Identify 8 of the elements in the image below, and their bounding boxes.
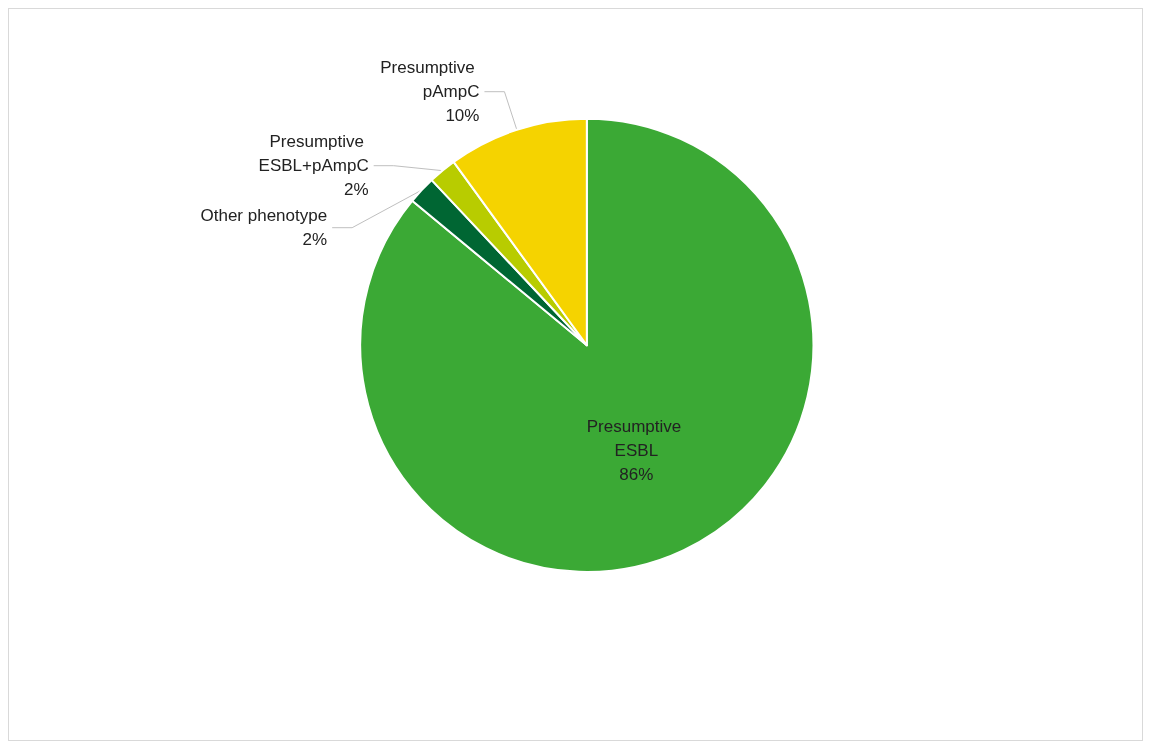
data-label: 2% [344, 180, 369, 200]
slice-label: Presumptive pAmpC [380, 58, 480, 102]
slice-label: Other phenotype [200, 206, 328, 226]
data-label: 86% [619, 465, 654, 484]
data-label: 10% [445, 106, 480, 126]
data-label: 2% [302, 230, 328, 250]
slice-label: Presumptive ESBL [586, 417, 686, 460]
slice-label: Presumptive ESBL+pAmpC [258, 132, 369, 176]
